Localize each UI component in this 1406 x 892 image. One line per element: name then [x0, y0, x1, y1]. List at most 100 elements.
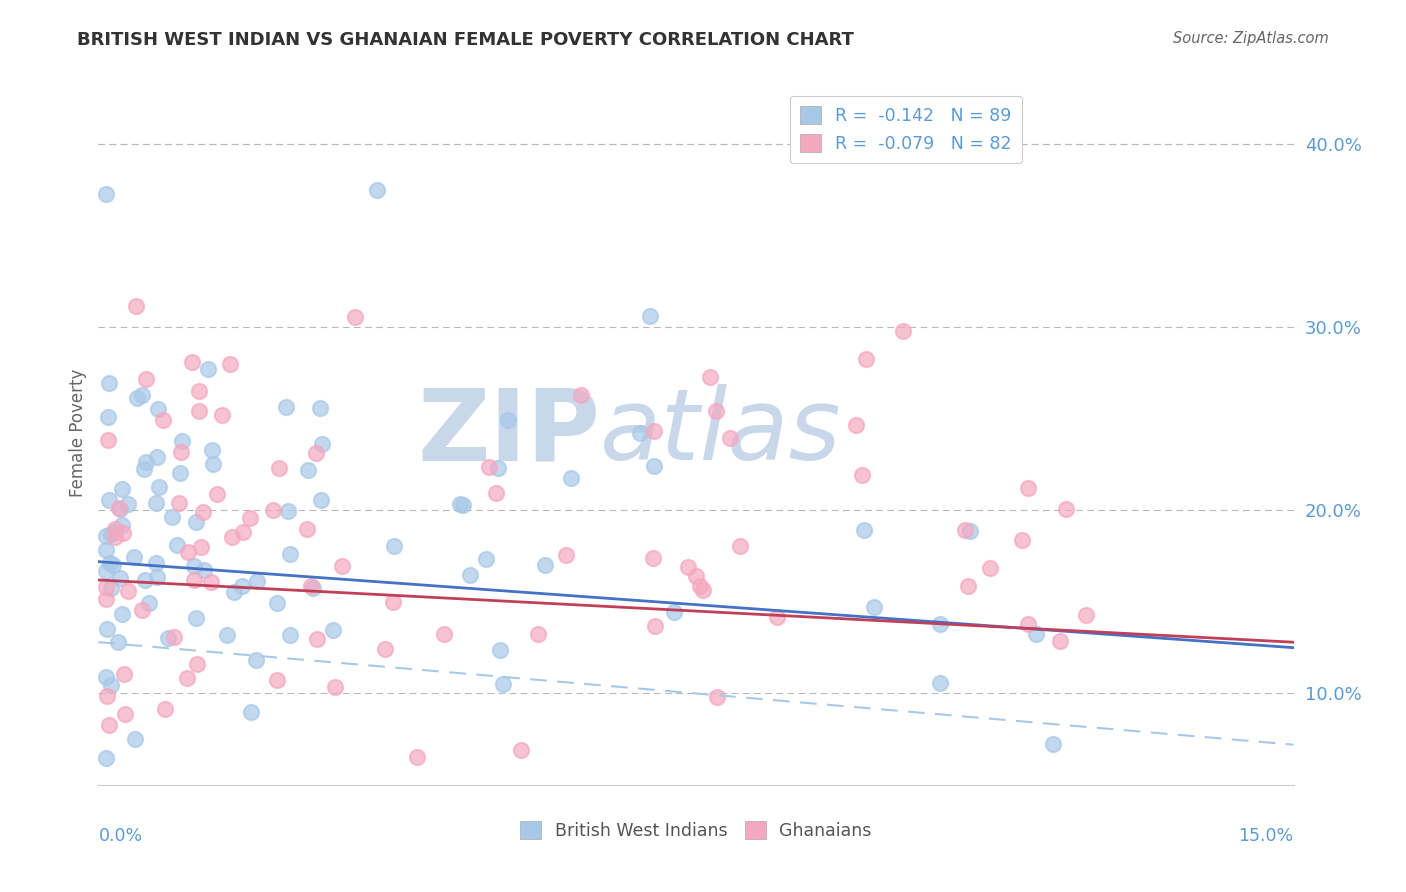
- Ghanaians: [96, 580, 118, 594]
- British West Indians: [492, 677, 515, 691]
- Ghanaians: [266, 673, 288, 687]
- British West Indians: [560, 471, 582, 485]
- British West Indians: [100, 526, 122, 541]
- British West Indians: [240, 705, 263, 719]
- British West Indians: [96, 543, 118, 558]
- Ghanaians: [373, 641, 395, 656]
- Ghanaians: [678, 560, 700, 574]
- Ghanaians: [406, 749, 429, 764]
- British West Indians: [134, 461, 156, 475]
- Text: ZIP: ZIP: [418, 384, 600, 481]
- British West Indians: [311, 436, 333, 450]
- Ghanaians: [96, 689, 118, 703]
- Ghanaians: [381, 595, 404, 609]
- British West Indians: [166, 538, 188, 552]
- Ghanaians: [569, 388, 592, 402]
- British West Indians: [135, 454, 157, 468]
- Ghanaians: [211, 408, 233, 422]
- British West Indians: [451, 498, 474, 512]
- British West Indians: [107, 635, 129, 649]
- British West Indians: [145, 450, 167, 464]
- Ghanaians: [125, 299, 148, 313]
- British West Indians: [124, 732, 146, 747]
- British West Indians: [309, 493, 332, 508]
- British West Indians: [628, 426, 651, 441]
- British West Indians: [110, 607, 132, 622]
- Ghanaians: [176, 671, 198, 685]
- Ghanaians: [704, 403, 727, 417]
- British West Indians: [278, 547, 301, 561]
- Ghanaians: [307, 632, 329, 646]
- British West Indians: [449, 497, 471, 511]
- Ghanaians: [692, 582, 714, 597]
- Ghanaians: [1074, 607, 1097, 622]
- Ghanaians: [183, 573, 205, 587]
- Ghanaians: [305, 446, 328, 460]
- Ghanaians: [200, 575, 222, 590]
- Ghanaians: [262, 503, 284, 517]
- Ghanaians: [188, 384, 211, 399]
- British West Indians: [197, 362, 219, 376]
- Ghanaians: [706, 690, 728, 704]
- British West Indians: [277, 504, 299, 518]
- Ghanaians: [330, 559, 353, 574]
- Ghanaians: [108, 500, 131, 515]
- Ghanaians: [135, 372, 157, 386]
- Ghanaians: [97, 433, 120, 447]
- Ghanaians: [527, 626, 550, 640]
- British West Indians: [366, 183, 388, 197]
- Ghanaians: [239, 511, 262, 525]
- British West Indians: [98, 492, 121, 507]
- Ghanaians: [97, 718, 120, 732]
- Ghanaians: [186, 657, 208, 672]
- Ghanaians: [117, 583, 139, 598]
- British West Indians: [215, 628, 238, 642]
- Ghanaians: [176, 545, 198, 559]
- British West Indians: [156, 631, 179, 645]
- Ghanaians: [510, 743, 533, 757]
- British West Indians: [1042, 737, 1064, 751]
- Ghanaians: [180, 355, 202, 369]
- British West Indians: [148, 480, 170, 494]
- Ghanaians: [218, 357, 240, 371]
- Ghanaians: [111, 525, 134, 540]
- Ghanaians: [96, 591, 118, 606]
- British West Indians: [134, 573, 156, 587]
- British West Indians: [97, 410, 120, 425]
- Ghanaians: [766, 610, 789, 624]
- Ghanaians: [152, 412, 174, 426]
- Text: 15.0%: 15.0%: [1239, 827, 1294, 846]
- British West Indians: [169, 467, 191, 481]
- Ghanaians: [845, 417, 868, 432]
- British West Indians: [276, 400, 298, 414]
- British West Indians: [853, 523, 876, 537]
- Ghanaians: [644, 619, 666, 633]
- British West Indians: [117, 497, 139, 511]
- Ghanaians: [855, 351, 877, 366]
- Ghanaians: [104, 530, 127, 544]
- Ghanaians: [891, 324, 914, 338]
- Ghanaians: [699, 370, 721, 384]
- British West Indians: [496, 413, 519, 427]
- British West Indians: [486, 460, 509, 475]
- Ghanaians: [851, 468, 873, 483]
- Ghanaians: [433, 627, 456, 641]
- Ghanaians: [191, 505, 214, 519]
- Ghanaians: [187, 404, 209, 418]
- British West Indians: [245, 653, 267, 667]
- British West Indians: [124, 549, 146, 564]
- British West Indians: [100, 677, 122, 691]
- Ghanaians: [190, 540, 212, 554]
- British West Indians: [863, 600, 886, 615]
- British West Indians: [458, 568, 481, 582]
- British West Indians: [193, 563, 215, 577]
- Ghanaians: [718, 431, 741, 445]
- British West Indians: [474, 552, 496, 566]
- Ghanaians: [957, 579, 980, 593]
- British West Indians: [278, 628, 301, 642]
- Ghanaians: [104, 522, 127, 536]
- British West Indians: [146, 570, 169, 584]
- Ghanaians: [555, 548, 578, 562]
- Ghanaians: [153, 702, 176, 716]
- British West Indians: [309, 401, 332, 416]
